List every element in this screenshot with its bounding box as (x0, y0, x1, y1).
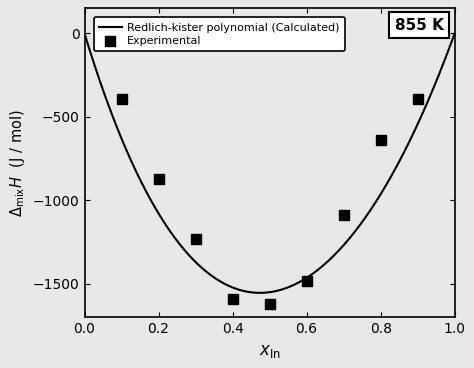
Redlich-kister polynomial (Calculated) (258, 291, 264, 295)
X-axis label: $x_{\rm In}$: $x_{\rm In}$ (258, 342, 281, 360)
Legend: Redlich-kister polynomial (Calculated), Experimental: Redlich-kister polynomial (Calculated), … (94, 17, 345, 52)
Experimental (229, 296, 237, 302)
Redlich-kister polynomial (Calculated) (303, 276, 309, 281)
Y-axis label: $\Delta_{\rm mix}H$  (J / mol): $\Delta_{\rm mix}H$ (J / mol) (9, 109, 27, 217)
Experimental (192, 236, 200, 242)
Experimental (266, 301, 273, 307)
Redlich-kister polynomial (Calculated) (257, 291, 263, 295)
Text: 855 K: 855 K (395, 18, 444, 33)
Experimental (118, 96, 125, 102)
Experimental (155, 176, 162, 181)
Experimental (340, 212, 347, 218)
Redlich-kister polynomial (Calculated) (82, 31, 87, 36)
Line: Redlich-kister polynomial (Calculated): Redlich-kister polynomial (Calculated) (84, 33, 455, 293)
Experimental (377, 137, 384, 143)
Redlich-kister polynomial (Calculated) (260, 291, 266, 295)
Redlich-kister polynomial (Calculated) (452, 31, 457, 36)
Redlich-kister polynomial (Calculated) (283, 286, 288, 290)
Redlich-kister polynomial (Calculated) (444, 53, 449, 57)
Redlich-kister polynomial (Calculated) (386, 178, 392, 183)
Experimental (414, 96, 421, 102)
Experimental (303, 277, 310, 283)
